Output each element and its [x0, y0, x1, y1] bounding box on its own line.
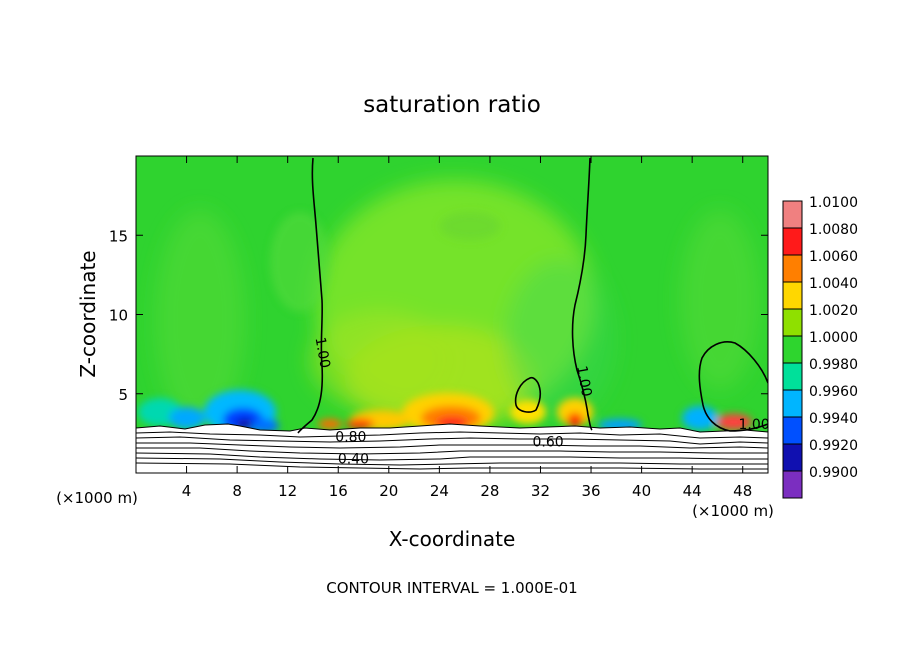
- colorbar-swatch: [783, 201, 802, 228]
- x-unit-left: (×1000 m): [56, 489, 138, 507]
- y-tick-label: 10: [109, 307, 128, 325]
- x-unit-right: (×1000 m): [692, 502, 774, 520]
- y-axis-label: Z-coordinate: [76, 250, 100, 377]
- y-axis: 5 10 15: [109, 227, 768, 404]
- contour-1.00-cell: [514, 376, 541, 413]
- colorbar-swatch: [783, 363, 802, 390]
- field-shading: [155, 180, 760, 435]
- ratio-contours: [297, 157, 768, 434]
- colorbar-label: 0.9920: [809, 438, 858, 454]
- colorbar-label: 1.0040: [809, 276, 858, 292]
- colorbar-label: 0.9960: [809, 384, 858, 400]
- contour-label: 0.40: [338, 452, 369, 468]
- contour-label-text: 0.60: [532, 434, 563, 450]
- plot-area: 1.00 1.00 1.00 0.80 0.60 0.40: [136, 156, 770, 473]
- x-tick-label: 40: [632, 482, 651, 500]
- contour-label: 1.00: [573, 365, 594, 398]
- contour-interval-note: CONTOUR INTERVAL = 1.000E-01: [326, 579, 577, 597]
- x-tick-label: 36: [581, 482, 600, 500]
- contour-1.00-right: [698, 341, 768, 432]
- colorbar-swatch: [783, 282, 802, 309]
- colorbar-swatch: [783, 336, 802, 363]
- contour-label: 0.80: [335, 430, 366, 446]
- contour-label-text: 1.00: [573, 365, 594, 398]
- x-tick-label: 24: [430, 482, 449, 500]
- colorbar-label: 1.0060: [809, 249, 858, 265]
- colorbar-swatch: [783, 228, 802, 255]
- terrain-contours: [136, 423, 768, 470]
- x-tick-label: 16: [329, 482, 348, 500]
- colorbar-label: 1.0100: [809, 195, 858, 211]
- contour-labels: 1.00 1.00 1.00 0.80 0.60 0.40: [312, 336, 770, 468]
- contour-label: 1.00: [312, 336, 333, 369]
- contour-label-text: 1.00: [739, 417, 770, 433]
- x-tick-label: 12: [278, 482, 297, 500]
- x-tick-label: 20: [379, 482, 398, 500]
- colorbar-swatch: [783, 444, 802, 471]
- x-axis: 4 8 12 16 20 24 28 32 36 40 44 48: [182, 156, 752, 500]
- colorbar-label: 0.9900: [809, 465, 858, 481]
- contour-label-text: 0.40: [338, 452, 369, 468]
- x-axis-label: X-coordinate: [389, 527, 516, 551]
- contour-label: 0.60: [532, 434, 563, 450]
- contour-label-text: 1.00: [312, 336, 333, 369]
- colorbar-swatch: [783, 309, 802, 336]
- x-tick-label: 28: [480, 482, 499, 500]
- colorbar-label: 1.0080: [809, 222, 858, 238]
- contour-label: 1.00: [739, 417, 770, 433]
- colorbar-swatch: [783, 255, 802, 282]
- colorbar-swatch: [783, 417, 802, 444]
- x-tick-label: 48: [733, 482, 752, 500]
- colorbar: 1.0100 1.0080 1.0060 1.0040 1.0020 1.0000 0.99…: [782, 195, 858, 499]
- colorbar-swatch: [783, 390, 802, 417]
- colorbar-label: 1.0000: [809, 330, 858, 346]
- y-tick-label: 5: [118, 386, 128, 404]
- colorbar-swatch: [783, 471, 802, 498]
- contour-label-text: 0.80: [335, 430, 366, 446]
- colorbar-label: 1.0020: [809, 303, 858, 319]
- contour-1.00-west: [297, 157, 324, 434]
- x-tick-label: 8: [232, 482, 242, 500]
- colorbar-label: 0.9940: [809, 411, 858, 427]
- contour-1.00-east: [571, 157, 593, 431]
- x-tick-label: 32: [531, 482, 550, 500]
- field-features: [138, 212, 752, 434]
- x-tick-label: 44: [683, 482, 702, 500]
- y-tick-label: 15: [109, 227, 128, 245]
- terrain-mask: [136, 424, 768, 473]
- chart-title: saturation ratio: [363, 92, 541, 118]
- x-tick-label: 4: [182, 482, 192, 500]
- colorbar-label: 0.9980: [809, 357, 858, 373]
